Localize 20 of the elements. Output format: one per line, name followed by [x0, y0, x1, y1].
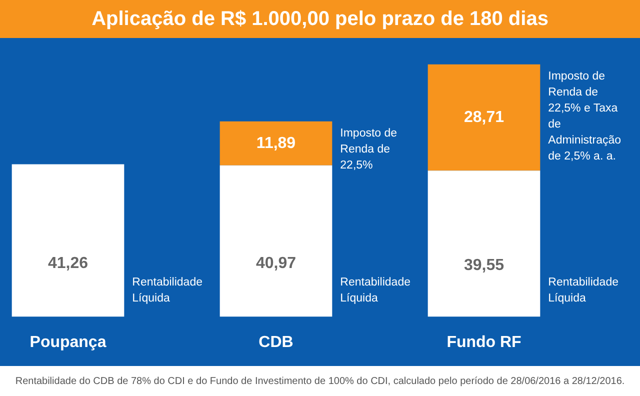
annotation: Rentabilidade Líquida: [548, 276, 619, 305]
chart-title: Aplicação de R$ 1.000,00 pelo prazo de 180 dias: [0, 0, 640, 38]
data-label: 11,89: [256, 134, 296, 152]
bar: [428, 170, 540, 317]
annotation: Imposto de Renda de 22,5%: [340, 127, 398, 172]
annotation: Imposto de Renda de 22,5% e Taxa de Administração de 2,5% a. a.: [548, 70, 622, 162]
data-label: 39,55: [464, 257, 504, 274]
x-tick-label: Poupança: [30, 334, 106, 351]
annotation: Rentabilidade Líquida: [340, 276, 411, 305]
annotation: Rentabilidade Líquida: [132, 276, 203, 305]
data-label: 41,26: [48, 254, 88, 272]
data-label: 28,71: [464, 108, 504, 126]
bar: [220, 165, 332, 317]
bar: [428, 64, 540, 171]
x-tick-label: Fundo RF: [446, 334, 522, 351]
x-tick-label: CDB: [258, 334, 294, 351]
bar: [220, 121, 332, 166]
data-label: 40,97: [256, 255, 296, 272]
bar: [12, 164, 124, 317]
text: Rentabilidade do CDB de 78% do CDI e do Fundo de Investimento de 100% do CDI, calculado pelo período de 28/06/2016 a 28/12/2016.: [15, 376, 625, 386]
